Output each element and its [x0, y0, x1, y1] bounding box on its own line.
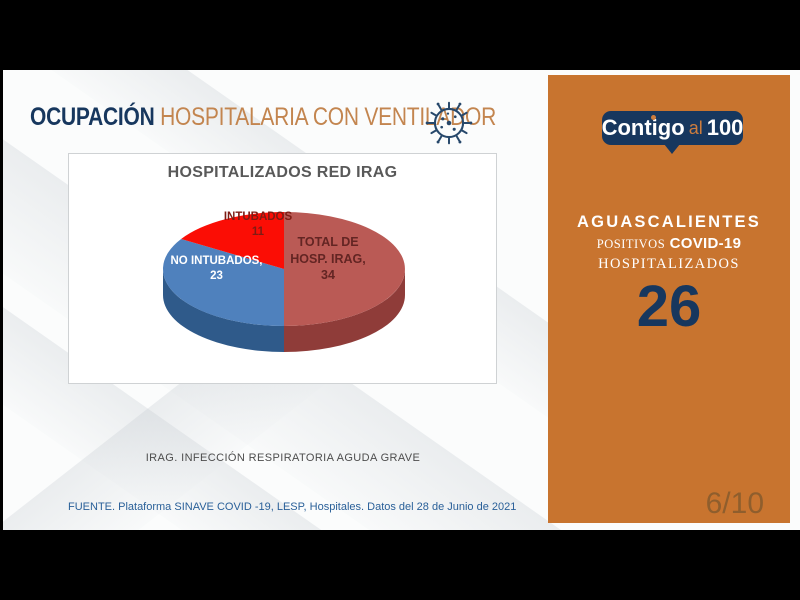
hospitalized-count: 26 [636, 274, 702, 339]
irag-definition-note: IRAG. INFECCIÓN RESPIRATORIA AGUDA GRAVE [145, 452, 421, 464]
contigo-al-100-logo: Contigo al 100 [602, 111, 743, 145]
chart-card: HOSPITALIZADOS RED IRAG TOTAL DE HOSP. I… [68, 153, 497, 384]
pie-label-no-intubados-line1: NO INTUBADOS, [170, 255, 263, 267]
source-line: FUENTE. Plataforma SINAVE COVID -19, LES… [68, 501, 517, 513]
logo-text-100: 100 [706, 115, 744, 140]
sidebar-subtitle-hospitalizados: HOSPITALIZADOS [598, 256, 740, 272]
page-indicator: 6/10 [705, 487, 764, 520]
pie-label-no-intubados: NO INTUBADOS, 23 [149, 254, 284, 284]
letterbox-bottom [0, 530, 800, 600]
sidebar-subtitle-covid19: COVID-19 [669, 235, 742, 252]
slide-canvas: OCUPACIÓN HOSPITALARIA CON VENTILADOR HO… [3, 70, 800, 530]
pie-label-total-line2: HOSP. IRAG, [290, 251, 366, 266]
logo-bubble-tail [664, 144, 680, 154]
chart-title: HOSPITALIZADOS RED IRAG [167, 164, 398, 181]
page-title-bold: OCUPACIÓN [30, 103, 155, 131]
sidebar-subtitle: POSITIVOS COVID-19 [548, 235, 790, 253]
letterbox-top [0, 0, 800, 70]
virus-icon [425, 101, 473, 145]
pie-label-total: TOTAL DE HOSP. IRAG, 34 [265, 234, 391, 284]
pie-label-no-intubados-value: 23 [210, 270, 223, 283]
sidebar-subtitle-positivos: POSITIVOS [596, 237, 666, 251]
logo-text-al: al [688, 117, 703, 138]
logo-tittle-dot [651, 115, 657, 120]
pie-chart [162, 212, 405, 352]
sidebar-region-title: AGUASCALIENTES [577, 213, 761, 231]
pie-label-total-line1: TOTAL DE [297, 235, 359, 249]
logo-text-contigo-word: Contigo [601, 115, 685, 140]
pie-label-intubados-value: 11 [251, 226, 265, 239]
pie-label-intubados: INTUBADOS 11 [198, 210, 318, 240]
sidebar-panel: Contigo al 100 AGUASCALIENTES POSITIVOS … [548, 75, 790, 523]
pie-label-total-value: 34 [321, 268, 335, 282]
pie-label-intubados-line1: INTUBADOS [223, 211, 293, 223]
logo-text-contigo: Contigo [602, 115, 685, 141]
